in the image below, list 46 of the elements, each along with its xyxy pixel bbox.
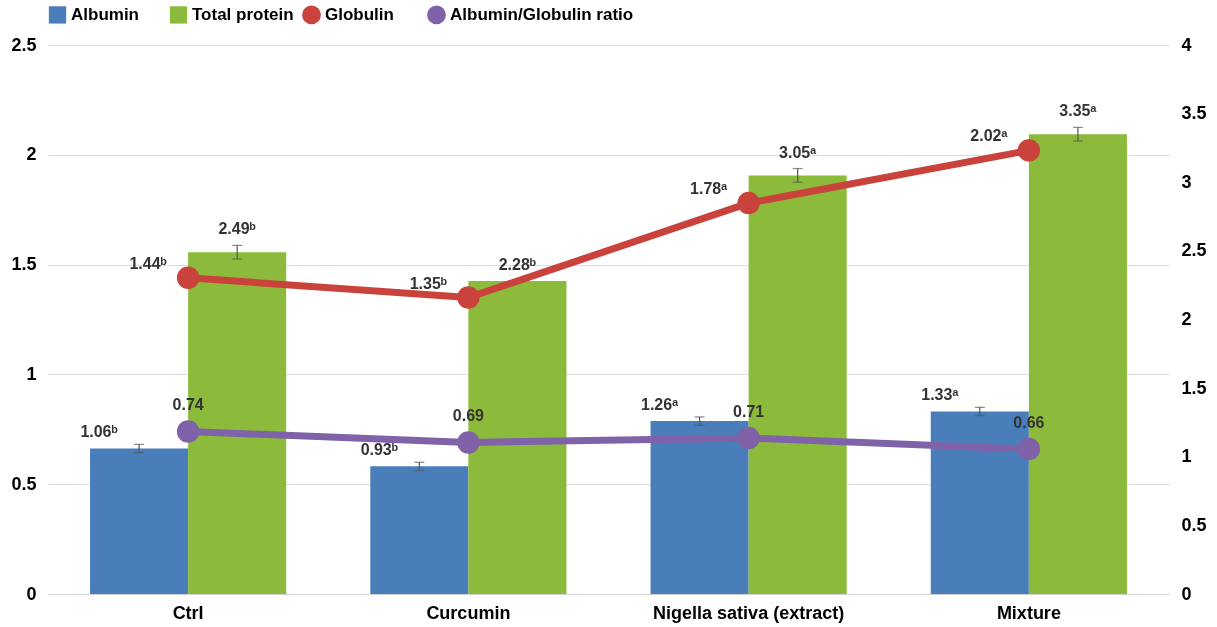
legend-label: Total protein (192, 4, 294, 24)
data-label: 1.06ᵇ (80, 423, 118, 441)
y2-tick-label: 3 (1181, 171, 1192, 192)
data-label: 2.02ᵃ (970, 127, 1008, 145)
y-tick-label: 1 (26, 363, 37, 384)
y-tick-label: 0 (26, 583, 37, 604)
x-tick-label: Mixture (996, 602, 1061, 623)
point (737, 191, 760, 215)
point (176, 420, 200, 443)
data-label: 0.93ᵇ (360, 441, 399, 459)
data-label: 1.78ᵃ (690, 180, 728, 198)
point (457, 431, 480, 454)
x-tick-label: Nigella sativa (extract) (653, 602, 845, 623)
data-label: 3.35ᵃ (1059, 102, 1097, 120)
y2-tick-label: 2 (1181, 309, 1192, 329)
legend-label: Globulin (325, 4, 394, 24)
data-label: 3.05ᵃ (779, 143, 817, 161)
point (457, 286, 480, 309)
x-tick-label: Curcumin (426, 602, 511, 623)
point (1017, 437, 1041, 461)
y-tick-label: 2.5 (11, 34, 37, 55)
legend-label: Albumin (71, 4, 139, 24)
y2-tick-label: 0 (1181, 583, 1192, 604)
y2-tick-label: 3.5 (1181, 103, 1207, 124)
point (737, 426, 760, 450)
bar (90, 448, 189, 594)
x-tick-label: Ctrl (172, 602, 204, 623)
data-label: 1.26ᵃ (640, 395, 679, 413)
data-label: 2.28ᵇ (498, 256, 537, 274)
legend-label: Albumin/Globulin ratio (450, 4, 634, 24)
y2-tick-label: 2.5 (1181, 240, 1207, 261)
data-label: 1.35ᵇ (409, 274, 448, 292)
y2-tick-label: 1.5 (1181, 377, 1207, 398)
data-label: 2.49ᵇ (218, 220, 256, 238)
point (176, 266, 200, 289)
bar (650, 421, 749, 594)
y-tick-label: 0.5 (11, 473, 37, 494)
y2-tick-label: 4 (1181, 34, 1192, 55)
y-tick-label: 2 (26, 144, 37, 165)
y2-tick-label: 1 (1181, 446, 1192, 467)
point (1017, 139, 1041, 162)
data-label: 1.44ᵇ (129, 254, 167, 272)
y2-tick-label: 0.5 (1181, 514, 1207, 535)
bar (370, 466, 469, 594)
y-tick-label: 1.5 (11, 254, 37, 275)
data-label: 1.33ᵃ (921, 386, 959, 404)
